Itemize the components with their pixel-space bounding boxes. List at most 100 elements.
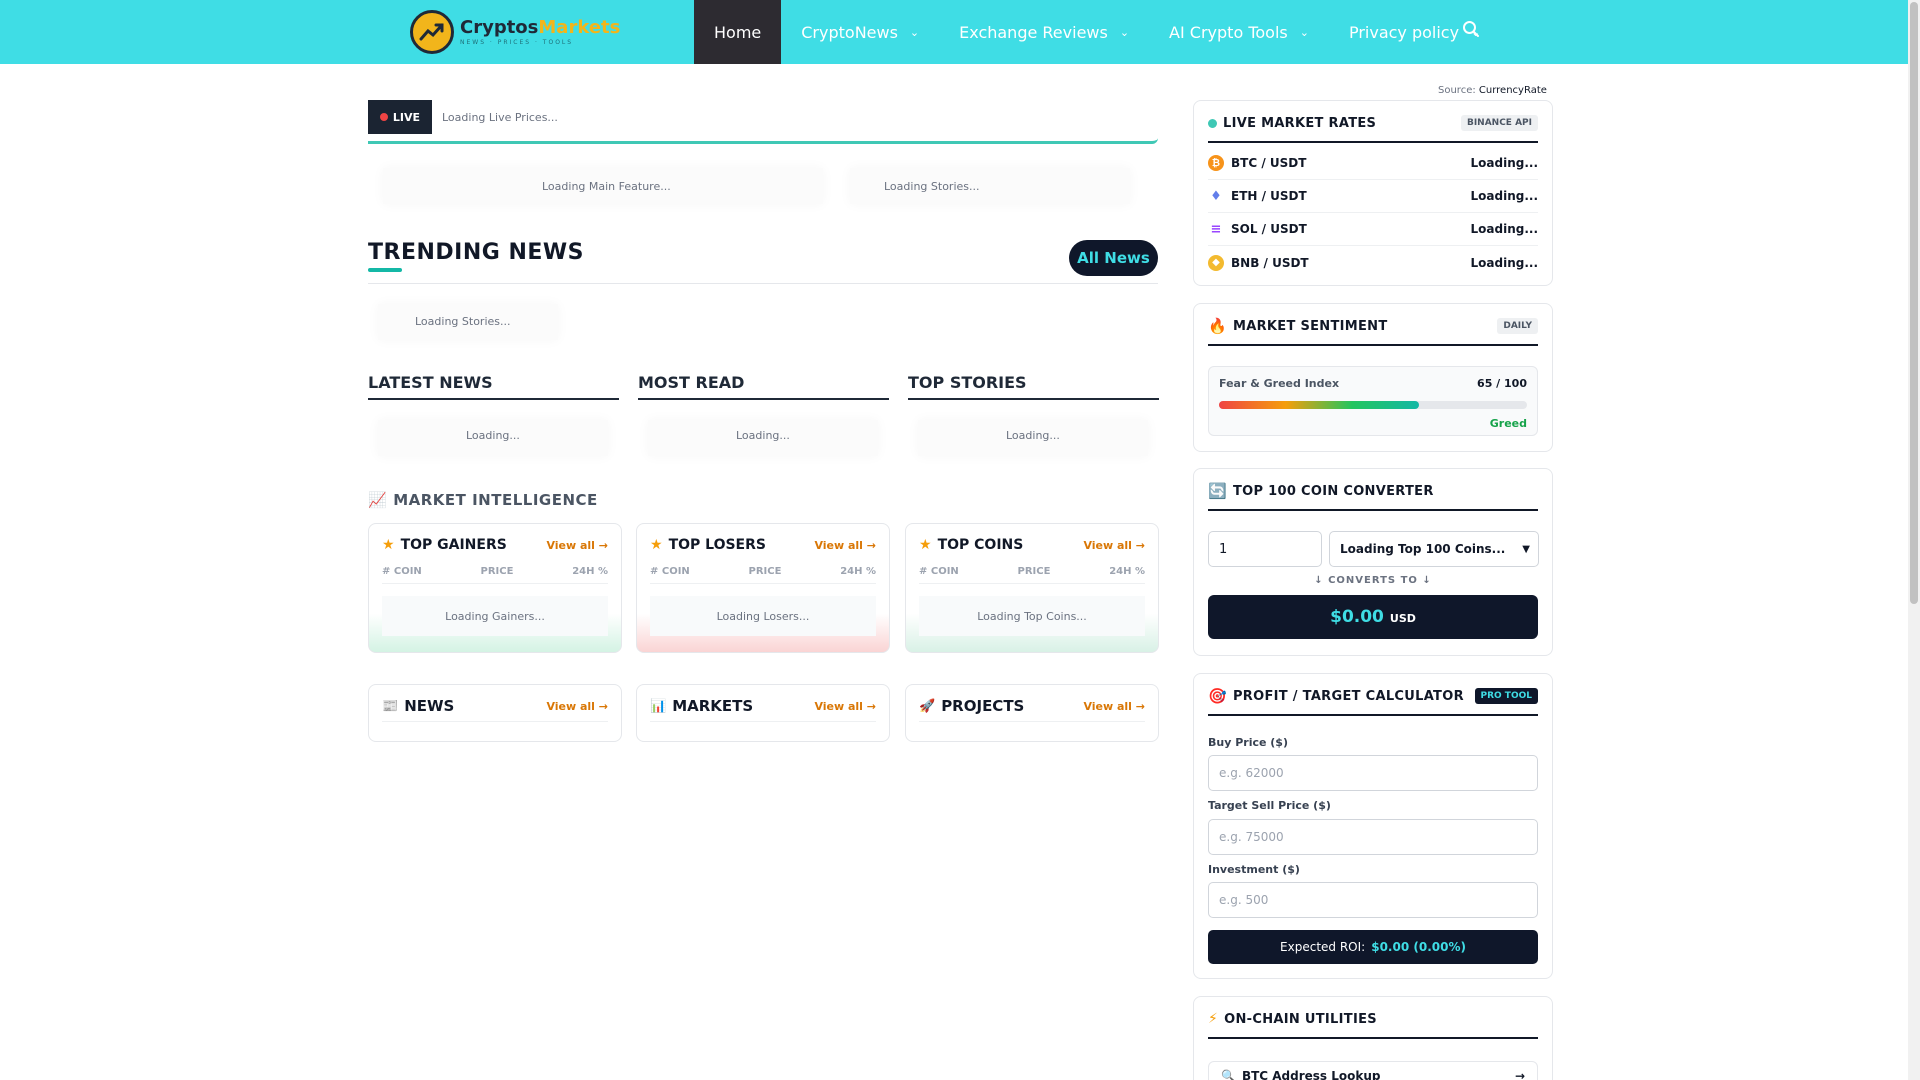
investment-input[interactable]: e.g. 500	[1208, 882, 1538, 918]
live-market-rates-panel: LIVE MARKET RATES BINANCE API ₿ BTC / USD…	[1193, 100, 1553, 286]
top-losers-loading: Loading Losers...	[650, 596, 876, 636]
site-logo[interactable]: CryptosMarkets NEWS · PRICES · TOOLS	[410, 10, 620, 54]
pro-tool-badge: PRO TOOL	[1474, 688, 1538, 704]
converter-result: $0.00 USD	[1208, 595, 1538, 639]
live-ticker: LIVE Loading Live Prices...	[368, 100, 1158, 144]
top-gainers-loading: Loading Gainers...	[382, 596, 608, 636]
bnb-icon: ◆	[1208, 254, 1224, 271]
latest-news-heading: LATEST NEWS	[368, 373, 619, 400]
onchain-utilities-title: ON-CHAIN UTILITIES	[1224, 1011, 1377, 1027]
search-icon[interactable]	[1462, 20, 1486, 44]
rocket-icon: 🚀	[919, 698, 936, 714]
trending-divider	[368, 283, 1158, 284]
live-indicator-icon	[1208, 118, 1217, 128]
all-news-button[interactable]: All News	[1069, 240, 1158, 276]
source-name[interactable]: CurrencyRate	[1478, 85, 1547, 96]
main-feature-placeholder	[383, 168, 823, 204]
btc-address-lookup-label: BTC Address Lookup	[1241, 1069, 1381, 1080]
chevron-down-icon: ⌄	[1471, 25, 1481, 39]
daily-badge: DAILY	[1497, 318, 1538, 334]
target-sell-price-input[interactable]: e.g. 75000	[1208, 819, 1538, 855]
converter-coin-select[interactable]: Loading Top 100 Coins... ▼	[1329, 531, 1539, 567]
target-icon: 🎯	[1208, 687, 1227, 705]
solana-icon: ≡	[1208, 221, 1224, 237]
nav-home[interactable]: Home	[694, 0, 782, 64]
most-read-loading: Loading...	[736, 429, 790, 442]
buy-price-label: Buy Price ($)	[1208, 736, 1288, 749]
bitcoin-icon: ₿	[1208, 155, 1224, 171]
arrow-right-icon: →	[1514, 1069, 1525, 1080]
profit-calculator-panel: 🎯 PROFIT / TARGET CALCULATOR PRO TOOL Buy…	[1193, 673, 1553, 979]
converts-to-label: ↓ CONVERTS TO ↓	[1314, 575, 1432, 586]
live-market-rates-title: LIVE MARKET RATES	[1223, 115, 1377, 131]
top-coins-loading: Loading Top Coins...	[919, 596, 1145, 636]
most-read-placeholder	[648, 420, 878, 456]
fear-greed-state: Greed	[1489, 417, 1527, 430]
top-stories-heading: TOP STORIES	[908, 373, 1159, 400]
fear-greed-track	[1219, 401, 1527, 409]
star-icon: ★	[650, 537, 663, 553]
projects-section-card: 🚀 PROJECTS View all →	[905, 684, 1159, 742]
nav-ai-crypto-tools[interactable]: AI Crypto Tools ⌄	[1149, 0, 1329, 64]
news-section-card: 📰 NEWS View all →	[368, 684, 622, 742]
news-view-all[interactable]: View all →	[546, 699, 608, 713]
top-stories-loading: Loading...	[1006, 429, 1060, 442]
top-losers-view-all[interactable]: View all →	[814, 538, 876, 552]
top-losers-title: TOP LOSERS	[668, 537, 766, 553]
col-price-header: PRICE	[480, 566, 514, 577]
rate-value: Loading...	[1470, 189, 1539, 203]
rate-row-bnb[interactable]: ◆ BNB / USDT Loading...	[1208, 246, 1538, 279]
source-label: Source:	[1438, 85, 1476, 96]
rate-pair-label: BTC / USDT	[1231, 156, 1307, 170]
top-gainers-title: TOP GAINERS	[400, 537, 507, 553]
profit-calculator-title: PROFIT / TARGET CALCULATOR	[1232, 688, 1464, 704]
rate-value: Loading...	[1470, 156, 1539, 170]
target-sell-price-label: Target Sell Price ($)	[1208, 799, 1331, 812]
buy-price-input[interactable]: e.g. 62000	[1208, 755, 1538, 791]
top-losers-card: ★ TOP LOSERS View all → # COIN PRICE 24H % …	[636, 523, 890, 653]
markets-view-all[interactable]: View all →	[814, 699, 876, 713]
rate-row-sol[interactable]: ≡ SOL / USDT Loading...	[1208, 213, 1538, 246]
roi-label: Expected ROI:	[1280, 940, 1366, 954]
rate-pair-label: ETH / USDT	[1231, 189, 1307, 203]
col-price-header: PRICE	[748, 566, 782, 577]
live-dot-icon	[379, 113, 388, 121]
rate-row-eth[interactable]: ♦ ETH / USDT Loading...	[1208, 180, 1538, 213]
nav-cryptonews[interactable]: CryptoNews ⌄	[781, 0, 939, 64]
nav-privacy-policy[interactable]: Privacy policy ⌄	[1329, 0, 1500, 64]
scrollbar-thumb[interactable]	[1910, 2, 1918, 604]
chevron-down-icon: ⌄	[1299, 25, 1309, 39]
fear-greed-value: 65 / 100	[1477, 377, 1527, 390]
col-price-header: PRICE	[1017, 566, 1051, 577]
ethereum-icon: ♦	[1208, 188, 1224, 204]
ticker-text: Loading Live Prices...	[442, 110, 558, 124]
chart-up-icon: 📈	[368, 491, 388, 509]
top-navbar: CryptosMarkets NEWS · PRICES · TOOLS Hom…	[0, 0, 1908, 64]
col-coin-header: # COIN	[650, 566, 690, 577]
rate-row-btc[interactable]: ₿ BTC / USDT Loading...	[1208, 147, 1538, 180]
nav-exchange-reviews[interactable]: Exchange Reviews ⌄	[939, 0, 1149, 64]
converter-amount-input[interactable]: 1	[1208, 531, 1322, 567]
live-badge: LIVE	[368, 100, 432, 134]
col-change-header: 24H %	[1109, 566, 1145, 577]
news-section-title: NEWS	[404, 697, 455, 715]
roi-value: $0.00 (0.00%)	[1371, 940, 1466, 954]
market-intelligence-label: MARKET INTELLIGENCE	[393, 491, 598, 509]
col-coin-header: # COIN	[919, 566, 959, 577]
projects-section-title: PROJECTS	[941, 697, 1025, 715]
top-gainers-view-all[interactable]: View all →	[546, 538, 608, 552]
page-scrollbar[interactable]	[1908, 0, 1920, 1080]
btc-address-lookup-item[interactable]: 🔍 BTC Address Lookup →	[1208, 1061, 1538, 1080]
trending-news-title: TRENDING NEWS	[368, 240, 585, 265]
logo-name-part2: Markets	[538, 17, 621, 38]
star-icon: ★	[382, 537, 395, 553]
nav-privacy-policy-label: Privacy policy	[1348, 22, 1460, 42]
projects-view-all[interactable]: View all →	[1083, 699, 1145, 713]
onchain-utilities-panel: ⚡ ON-CHAIN UTILITIES 🔍 BTC Address Lookup →	[1193, 996, 1553, 1080]
main-menu: Home CryptoNews ⌄ Exchange Reviews ⌄ AI Cr…	[694, 0, 1500, 64]
top-coins-title: TOP COINS	[937, 537, 1024, 553]
coin-converter-panel: 🔄 TOP 100 COIN CONVERTER 1 Loading Top 10…	[1193, 468, 1553, 656]
top-stories-placeholder	[918, 420, 1148, 456]
markets-section-card: 📊 MARKETS View all →	[636, 684, 890, 742]
top-coins-view-all[interactable]: View all →	[1083, 538, 1145, 552]
